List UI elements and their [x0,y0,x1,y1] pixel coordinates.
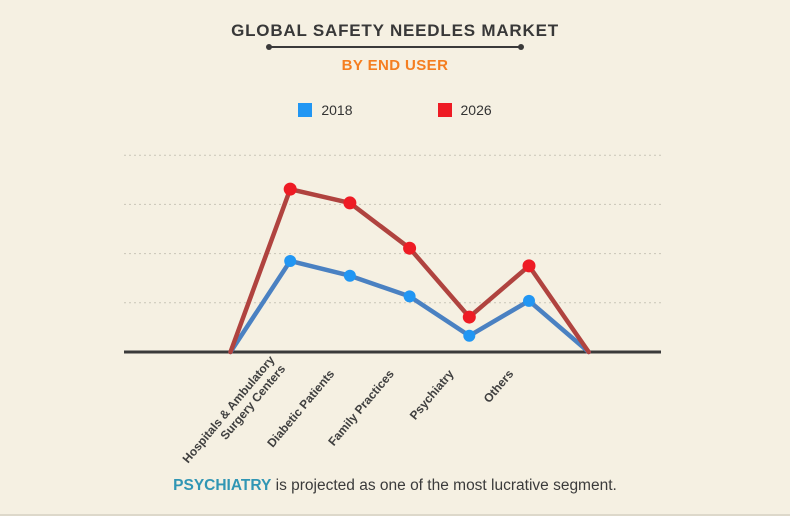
underline-dot-left-icon [266,44,272,50]
marker-2018-2 [403,290,416,303]
marker-2026-1 [343,196,357,210]
legend-swatch-2026-icon [437,103,452,117]
underline-dot-right-icon [518,44,524,50]
caption: PSYCHIATRY is projected as one of the mo… [0,477,790,495]
marker-2026-0 [283,182,297,196]
title-underline [266,44,524,50]
marker-2018-0 [284,254,297,267]
marker-2018-1 [343,269,356,282]
category-label-3: Psychiatry [407,367,457,423]
legend-label-2026: 2026 [460,102,492,118]
page-subtitle: BY END USER [341,57,449,74]
legend: 2018 2026 [0,102,790,118]
page-title: GLOBAL SAFETY NEEDLES MARKET [231,21,559,40]
legend-item-2018[interactable]: 2018 [298,102,353,118]
category-label-2: Family Practices [325,367,397,449]
marker-2026-4 [522,259,536,273]
marker-2018-3 [463,329,476,342]
legend-item-2026[interactable]: 2026 [437,102,492,118]
marker-2026-2 [403,241,417,255]
marker-2026-3 [462,310,476,324]
gridlines [124,154,661,304]
legend-swatch-2018-icon [298,103,313,117]
category-label-4: Others [481,367,517,406]
legend-label-2018: 2018 [321,102,353,118]
caption-text: is projected as one of the most lucrativ… [271,477,617,494]
marker-2018-4 [523,294,535,307]
category-label-0: Hospitals & AmbulatorySurgery Centers [180,353,289,475]
caption-highlight: PSYCHIATRY [173,477,272,494]
